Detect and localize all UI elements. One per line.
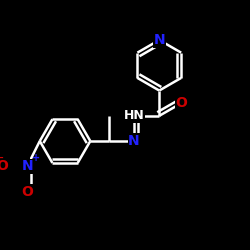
Text: N: N [154,33,165,47]
Text: O: O [0,159,8,173]
Text: −: − [0,152,4,162]
Text: N: N [128,134,140,148]
Text: HN: HN [124,109,144,122]
Text: +: + [32,153,40,163]
Text: O: O [175,96,187,110]
Text: O: O [21,184,33,198]
Text: N: N [21,159,33,173]
